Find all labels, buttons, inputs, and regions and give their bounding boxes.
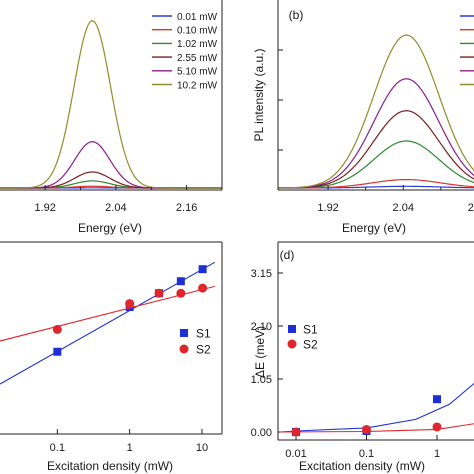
y-tick-label-d-3: 3.15	[251, 268, 272, 280]
x-tick-label-a-1: 2.04	[105, 202, 126, 214]
spectrum-line-a-5	[0, 20, 222, 189]
spectrum-line-b-3	[277, 110, 474, 189]
y-tick-label-d-1: 1.05	[251, 374, 272, 386]
y-tick-label-d-2: 2.10	[251, 321, 272, 333]
legend-label-c-1: S2	[196, 343, 211, 357]
spectrum-line-b-1	[278, 179, 474, 189]
x-tick-label-d-2: 1	[434, 448, 440, 460]
x-tick-label-c-3: 10	[196, 442, 208, 454]
legend-marker-c-0	[180, 329, 188, 337]
legend-label-c-0: S1	[196, 327, 211, 341]
x-tick-label-d-1: 0.1	[359, 448, 374, 460]
x-tick-label-d-0: 0.01	[285, 448, 306, 460]
legend-label-a-1: 0.10 mW	[177, 26, 218, 37]
data-point-c-1-4	[198, 283, 208, 293]
x-tick-label-a-0: 1.92	[34, 202, 55, 214]
x-tick-label-b-0: 1.92	[317, 202, 338, 214]
x-axis-label-b: Energy (eV)	[342, 221, 406, 235]
spectrum-line-a-3	[0, 171, 222, 189]
fit-curve-d-1	[280, 423, 474, 433]
x-axis-label-a: Energy (eV)	[78, 221, 142, 235]
spectrum-line-b-4	[277, 78, 474, 189]
data-point-d-1-1	[362, 424, 371, 434]
data-point-d-1-0	[291, 427, 301, 437]
data-point-c-1-3	[176, 288, 186, 298]
spectrum-line-b-2	[278, 140, 474, 189]
x-tick-label-c-1: 0.1	[50, 442, 65, 454]
legend-label-d-1: S2	[303, 338, 318, 352]
legend-label-a-3: 2.55 mW	[177, 53, 218, 64]
x-tick-label-b-2: 2.16	[468, 202, 474, 214]
legend-marker-c-1	[179, 344, 189, 354]
x-axis-label-d: Excitation density (mW)	[299, 459, 425, 473]
fit-line-c-1	[0, 285, 215, 342]
x-tick-label-b-1: 2.04	[393, 202, 414, 214]
fit-curve-d-0	[280, 382, 474, 433]
data-point-c-0-4	[198, 265, 207, 274]
x-tick-label-c-2: 1	[127, 442, 133, 454]
y-axis-label-b: PL intensity (a.u.)	[252, 49, 266, 142]
fit-line-c-0	[0, 261, 216, 385]
legend-label-a-2: 1.02 mW	[177, 39, 218, 50]
data-point-c-1-1	[125, 299, 135, 309]
legend-label-d-0: S1	[303, 323, 318, 337]
legend-marker-d-0	[288, 325, 296, 333]
y-axis-label-d: ΔE (meV)	[253, 326, 267, 378]
data-point-d-0-2	[433, 395, 441, 404]
spectrum-line-b-5	[277, 34, 474, 189]
x-axis-label-c: Excitation density (mW)	[47, 459, 173, 473]
panel-label-d: (d)	[280, 248, 295, 262]
panel-a: 1.92 2.04 2.16 Energy (eV) 0.01 mW 0.10 mW 1.0…	[0, 0, 223, 235]
data-point-c-1-0	[52, 324, 62, 334]
legend-label-a-5: 10.2 mW	[177, 80, 218, 91]
x-tick-label-a-2: 2.16	[176, 202, 197, 214]
data-point-d-1-2	[432, 422, 442, 432]
data-point-c-0-3	[176, 277, 185, 286]
legend-marker-d-1	[287, 339, 297, 349]
spectrum-line-a-4	[0, 141, 222, 189]
data-point-c-0-0	[53, 347, 62, 356]
y-tick-label-d-0: 0.00	[251, 427, 272, 439]
legend-label-a-4: 5.10 mW	[177, 67, 218, 78]
legend-label-a-0: 0.01 mW	[177, 12, 218, 23]
panel-label-b: (b)	[289, 8, 304, 22]
data-point-c-1-2	[154, 288, 164, 298]
panel-b: 1.92 2.04 2.16 (b) Energy (eV) PL intensity (…	[252, 0, 474, 235]
